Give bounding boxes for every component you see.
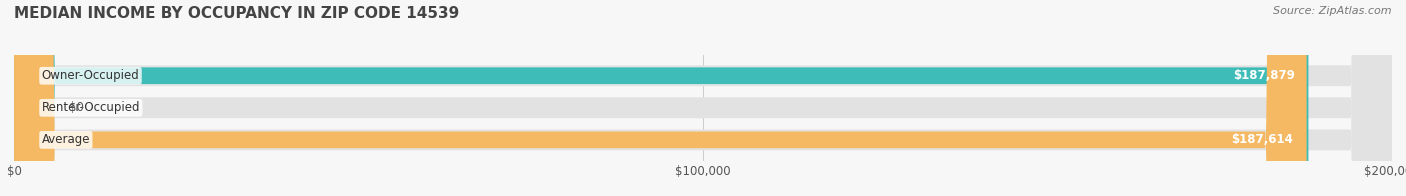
Text: $187,879: $187,879 [1233, 69, 1295, 82]
Text: Source: ZipAtlas.com: Source: ZipAtlas.com [1274, 6, 1392, 16]
Text: Average: Average [42, 133, 90, 146]
Text: MEDIAN INCOME BY OCCUPANCY IN ZIP CODE 14539: MEDIAN INCOME BY OCCUPANCY IN ZIP CODE 1… [14, 6, 460, 21]
Text: $187,614: $187,614 [1232, 133, 1294, 146]
Text: Renter-Occupied: Renter-Occupied [42, 101, 141, 114]
FancyBboxPatch shape [14, 0, 1392, 196]
FancyBboxPatch shape [14, 0, 1392, 196]
FancyBboxPatch shape [14, 0, 1309, 196]
FancyBboxPatch shape [14, 0, 1392, 196]
Text: Owner-Occupied: Owner-Occupied [42, 69, 139, 82]
Text: $0: $0 [69, 101, 84, 114]
FancyBboxPatch shape [14, 0, 1306, 196]
